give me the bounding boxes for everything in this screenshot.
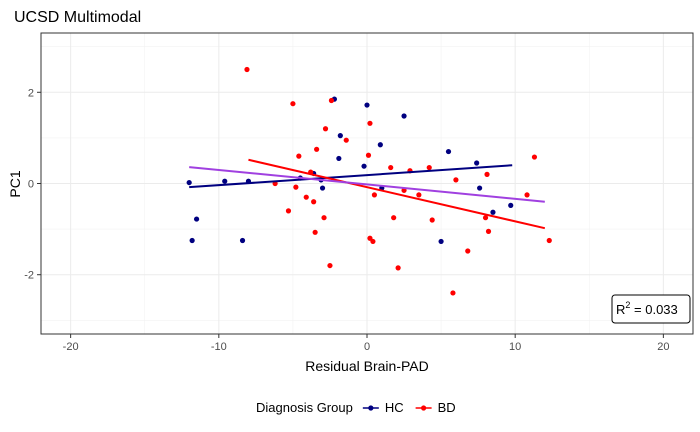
x-tick-label: 20 <box>657 341 669 353</box>
x-axis-title: Residual Brain-PAD <box>305 358 428 374</box>
bd-point <box>465 248 471 254</box>
bd-point <box>312 229 318 235</box>
r-squared-annotation: R2 = 0.033 <box>611 294 691 324</box>
hc-point <box>474 160 480 166</box>
bd-point <box>391 215 397 221</box>
r-squared-sup: 2 <box>625 300 630 310</box>
hc-point <box>337 133 343 139</box>
bd-point <box>322 126 329 132</box>
hc-point <box>319 185 326 191</box>
overall-fit-line <box>189 166 545 203</box>
hc-point <box>508 202 514 208</box>
hc-point <box>364 102 370 108</box>
r-squared-label: R2 = 0.033 <box>616 300 678 317</box>
bd-point <box>416 192 422 198</box>
plot-area: -20 -10 0 10 20-202 <box>24 32 694 353</box>
legend-label-hc: HC <box>385 400 404 415</box>
legend-key-point-hc <box>368 405 374 411</box>
legend: Diagnosis Group HC BD <box>256 400 456 415</box>
bd-point <box>327 262 333 269</box>
x-tick-label: -10 <box>211 341 227 353</box>
r-squared-base: R <box>616 302 625 317</box>
bd-point <box>290 101 296 107</box>
bd-point <box>450 290 456 296</box>
hc-point <box>239 237 246 244</box>
hc-point <box>336 155 342 162</box>
bd-point <box>524 192 530 198</box>
x-tick-label: 10 <box>509 341 521 353</box>
bd-point <box>311 199 317 205</box>
chart-title: UCSD Multimodal <box>14 9 141 26</box>
bd-point <box>370 238 376 245</box>
bd-point <box>482 215 489 221</box>
bd-point <box>388 164 394 171</box>
bd-point <box>426 164 432 171</box>
hc-point <box>490 209 496 215</box>
bd-point <box>485 228 492 234</box>
hc-point <box>445 148 452 155</box>
hc-point <box>401 113 407 119</box>
x-tick-label: -20 <box>63 341 79 353</box>
bd-point <box>531 154 538 160</box>
bd-point <box>244 66 250 73</box>
hc-point <box>193 216 200 222</box>
legend-label-bd: BD <box>438 400 456 415</box>
bd-point <box>429 217 435 223</box>
bd-point <box>367 120 373 126</box>
bd-point <box>293 184 299 190</box>
bd-point <box>296 153 302 159</box>
hc-point <box>477 185 483 191</box>
r-squared-box <box>611 294 691 324</box>
y-tick-label: -2 <box>24 270 34 282</box>
hc-point <box>377 142 383 148</box>
bd-point <box>321 215 327 221</box>
hc-point <box>189 237 195 244</box>
x-tick-label: 0 <box>364 341 370 353</box>
y-tick-label: 0 <box>28 179 34 191</box>
legend-title: Diagnosis Group <box>256 400 353 415</box>
hc-fit-line <box>189 164 513 189</box>
legend-key-point-bd <box>421 405 427 411</box>
bd-point <box>314 146 320 152</box>
bd-point <box>328 97 335 104</box>
bd-point <box>395 265 401 271</box>
bd-fit-line <box>248 158 546 230</box>
bd-point <box>484 171 490 177</box>
bd-point <box>365 152 372 158</box>
bd-point <box>546 237 552 244</box>
bd-point <box>371 192 378 198</box>
hc-point <box>186 179 192 186</box>
y-axis-title: PC1 <box>7 170 23 197</box>
hc-point <box>438 238 444 245</box>
hc-point <box>222 178 228 184</box>
r-squared-value: = 0.033 <box>630 302 677 317</box>
bd-point <box>453 177 459 183</box>
bd-point <box>285 208 292 214</box>
bd-point <box>343 137 349 143</box>
hc-point <box>361 163 367 169</box>
y-tick-label: 2 <box>28 87 34 99</box>
bd-point <box>303 194 309 200</box>
